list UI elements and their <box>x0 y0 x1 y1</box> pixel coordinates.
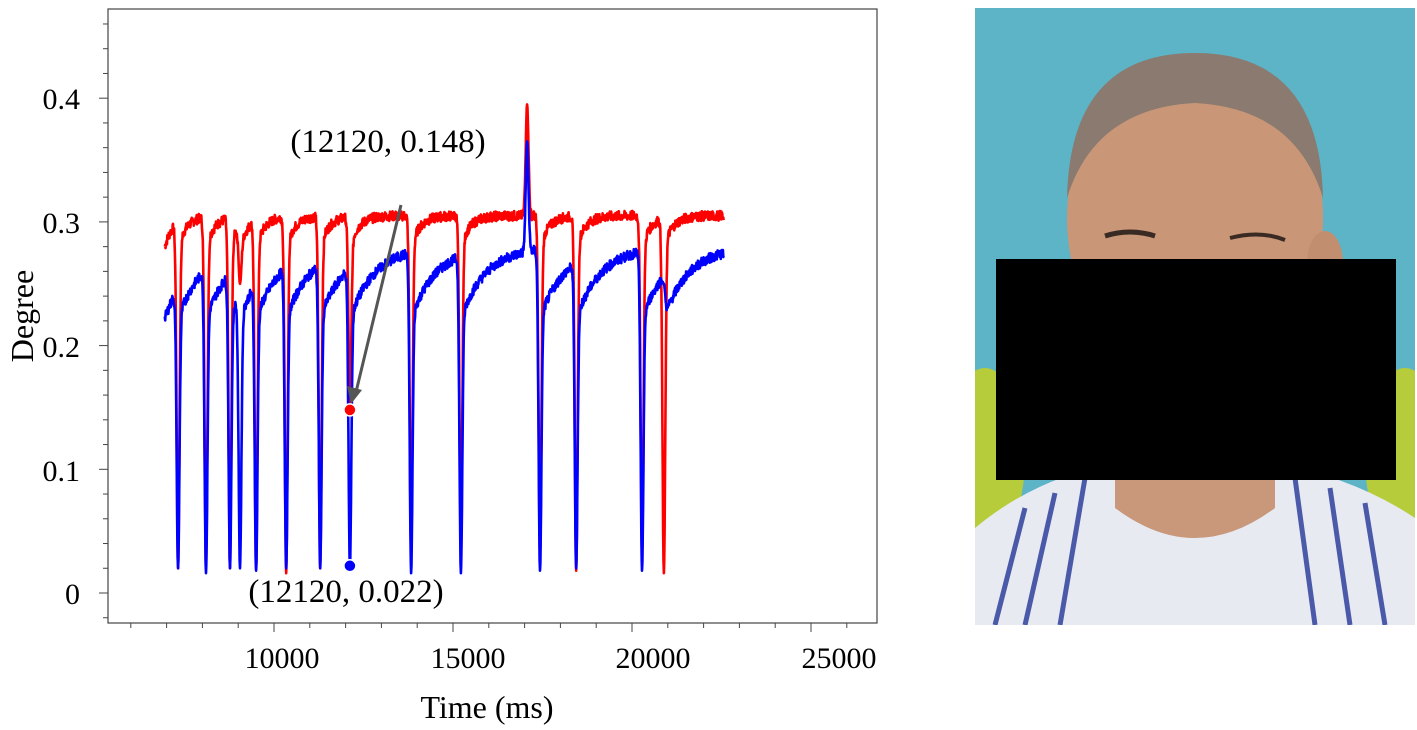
marked-point-red <box>343 403 357 417</box>
series-group <box>163 103 725 575</box>
arrow-head-icon <box>347 386 362 404</box>
degree-time-chart: (12120, 0.148) (12120, 0.022) 10000 1500… <box>4 8 878 725</box>
annotation-arrow <box>354 204 403 393</box>
y-tick-label: 0.2 <box>43 331 81 364</box>
eye-right <box>1229 232 1286 242</box>
hair <box>1067 53 1323 198</box>
annotation-label-red: (12120, 0.148) <box>290 124 485 160</box>
marked-point-blue <box>343 559 357 573</box>
shirt-stripes <box>992 477 1388 625</box>
y-tick-label: 0.4 <box>43 83 81 116</box>
annotation-label-blue: (12120, 0.022) <box>248 574 443 610</box>
plot-frame <box>107 8 878 624</box>
y-axis-title: Degree <box>4 270 40 362</box>
series-blue-line <box>163 140 725 575</box>
x-tick-label: 10000 <box>245 642 320 675</box>
y-tick-label: 0 <box>65 578 80 611</box>
y-tick-label: 0.3 <box>43 207 81 240</box>
x-axis-title: Time (ms) <box>420 689 553 725</box>
y-tick-label: 0.1 <box>43 455 81 488</box>
x-tick-label: 25000 <box>802 642 877 675</box>
redaction-box <box>996 259 1396 480</box>
shirt <box>975 463 1415 625</box>
x-tick-label: 15000 <box>431 642 506 675</box>
eye-left <box>1104 229 1156 239</box>
axis-ticks <box>99 23 848 632</box>
x-tick-label: 20000 <box>616 642 691 675</box>
face-photo <box>975 8 1415 625</box>
